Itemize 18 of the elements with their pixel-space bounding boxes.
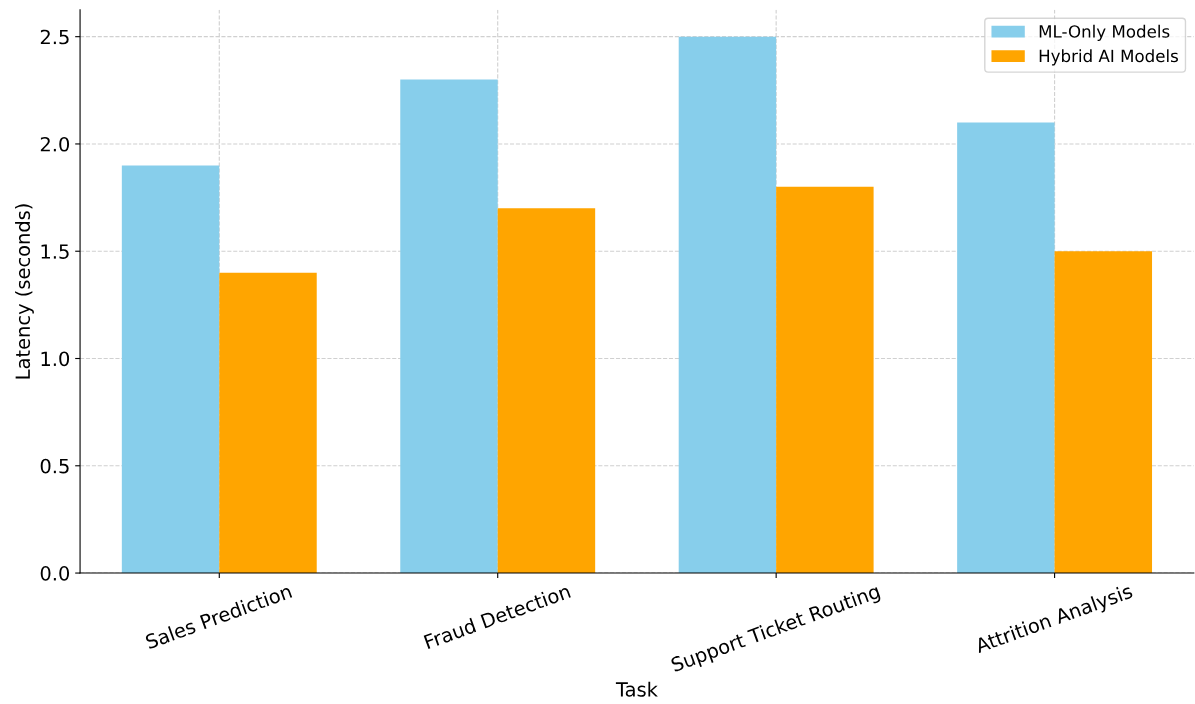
legend-label: ML-Only Models: [1039, 24, 1170, 41]
legend-label: Hybrid AI Models: [1039, 49, 1178, 66]
y-tick-label: 0.0: [40, 566, 70, 581]
y-axis-title: Latency (seconds): [15, 204, 34, 379]
bar: [219, 272, 317, 574]
bar: [1054, 251, 1153, 574]
bar: [400, 79, 498, 574]
y-tick-label: 2.5: [40, 29, 69, 45]
x-axis-title: Task: [615, 681, 658, 697]
y-tick-label: 2.0: [40, 136, 70, 152]
y-tick-label: 1.0: [41, 351, 70, 367]
bar: [678, 36, 777, 574]
bar: [957, 122, 1055, 574]
bar: [776, 186, 874, 574]
y-tick-label: 0.5: [40, 458, 69, 474]
bar: [497, 208, 596, 574]
y-tick-label: 1.5: [41, 244, 69, 259]
bar: [121, 165, 220, 574]
